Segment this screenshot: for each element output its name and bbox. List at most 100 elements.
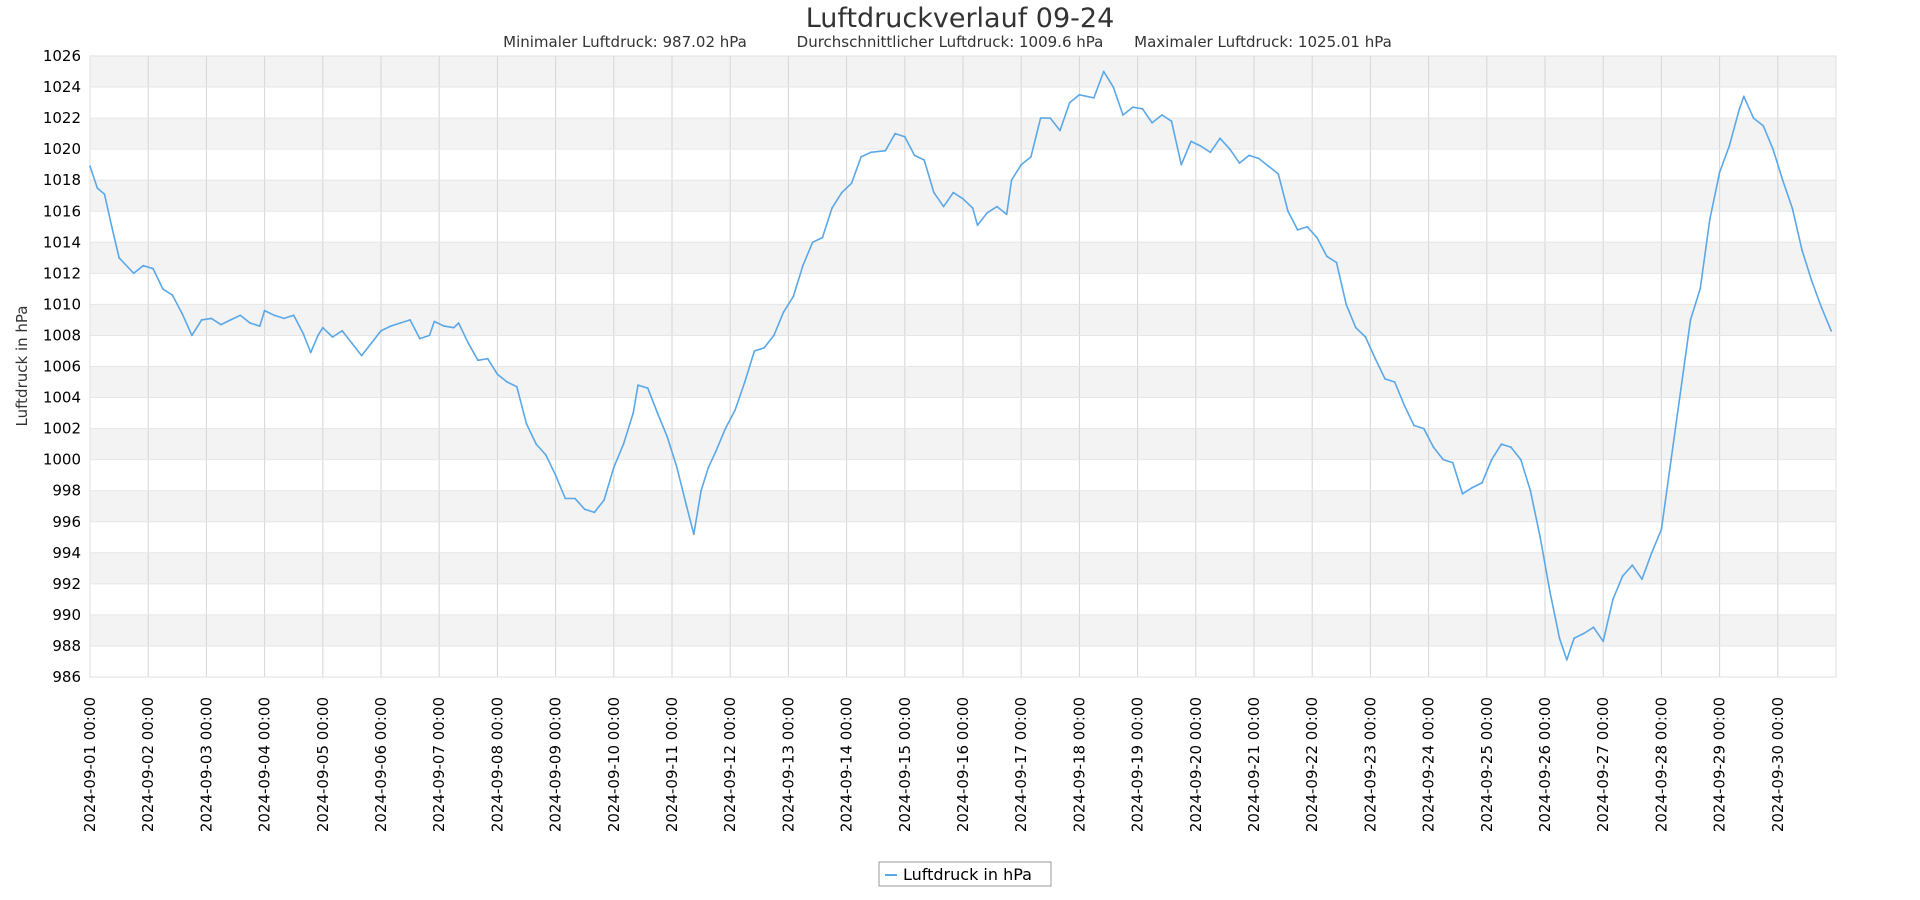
data-point [309,351,312,354]
data-point [341,329,344,332]
data-point [249,322,251,324]
data-point [1742,95,1745,98]
x-tick-label: 2024-09-08 00:00 [488,697,506,832]
data-point [1306,225,1309,228]
data-point [1170,120,1173,123]
data-point [525,423,528,425]
data-point [637,384,639,386]
data-point [933,191,935,194]
y-tick-label: 1000 [43,451,81,469]
x-tick-label: 2024-09-28 00:00 [1652,697,1670,832]
y-tick-label: 992 [52,575,81,593]
data-point [1582,632,1585,635]
data-point [1374,357,1377,360]
data-point [1791,207,1794,210]
data-point [763,347,765,349]
data-point [1257,157,1260,160]
y-tick-label: 1020 [43,140,81,158]
data-point [1190,140,1192,143]
data-point [850,182,853,185]
data-point [302,333,305,335]
data-point [457,322,460,324]
data-point [821,236,824,239]
data-point [1762,125,1765,127]
data-point [986,211,989,214]
data-point [1384,378,1386,380]
data-point [1049,117,1052,119]
data-point [1641,578,1643,581]
chart-title: Luftdruckverlauf 09-24 [806,3,1115,34]
data-point [1810,280,1813,282]
data-point [1621,575,1624,577]
data-point [1030,156,1032,158]
data-point [1432,446,1435,449]
data-point [152,267,155,270]
data-point [894,132,896,135]
x-tick-label: 2024-09-11 00:00 [663,697,681,832]
y-tick-label: 1002 [43,420,81,438]
data-point [1699,288,1702,290]
data-point [292,314,295,317]
data-point [685,505,688,508]
y-tick-label: 1008 [43,326,81,344]
legend-label: Luftdruck in hPa [903,865,1032,884]
data-point [1573,637,1575,640]
data-point [1151,121,1153,124]
y-tick-label: 1010 [43,295,81,313]
data-point [1413,424,1415,427]
data-point [962,197,964,200]
y-tick-label: 1006 [43,358,81,376]
x-tick-label: 2024-09-14 00:00 [838,697,856,832]
data-point [452,326,455,329]
legend[interactable]: Luftdruck in hPa [878,861,1052,887]
x-tick-label: 2024-09-22 00:00 [1303,697,1321,832]
data-point [1393,381,1396,383]
data-point [1558,637,1561,640]
data-point [360,354,363,357]
y-tick-label: 1022 [43,109,81,127]
x-tick-label: 2024-09-29 00:00 [1711,697,1729,832]
data-point [1403,404,1406,407]
data-point [773,334,775,337]
data-point [676,466,678,469]
data-point [603,499,605,501]
data-point [1820,306,1823,309]
data-point [666,435,668,438]
data-point [952,191,955,194]
data-point [399,322,402,324]
data-point [118,256,120,259]
data-point [1592,626,1595,629]
data-point [409,319,411,321]
data-point [1519,458,1522,461]
x-tick-label: 2024-09-17 00:00 [1012,697,1030,832]
x-tick-label: 2024-09-25 00:00 [1478,697,1496,832]
data-point [1422,427,1425,430]
data-point [1830,329,1833,332]
data-point [1801,249,1803,252]
data-point [1102,70,1105,73]
data-point [103,193,106,196]
data-point [574,497,576,500]
data-point [1612,598,1614,601]
data-point [1199,145,1202,147]
data-point [1781,179,1784,182]
data-point [1679,388,1682,391]
x-tick-label: 2024-09-18 00:00 [1070,697,1088,832]
data-point [317,334,319,337]
data-point [1631,564,1634,567]
data-point [1471,486,1474,489]
data-point [1219,137,1221,140]
x-tick-label: 2024-09-04 00:00 [256,697,274,832]
x-tick-label: 2024-09-09 00:00 [547,697,565,832]
data-point [258,325,261,327]
data-point [1316,236,1318,239]
data-point [840,191,843,194]
data-point [1510,446,1512,449]
data-point [443,325,445,327]
x-tick-label: 2024-09-05 00:00 [314,697,332,832]
data-point [870,151,872,154]
y-tick-label: 990 [52,606,81,624]
data-point [89,165,91,168]
data-point [1267,165,1270,168]
